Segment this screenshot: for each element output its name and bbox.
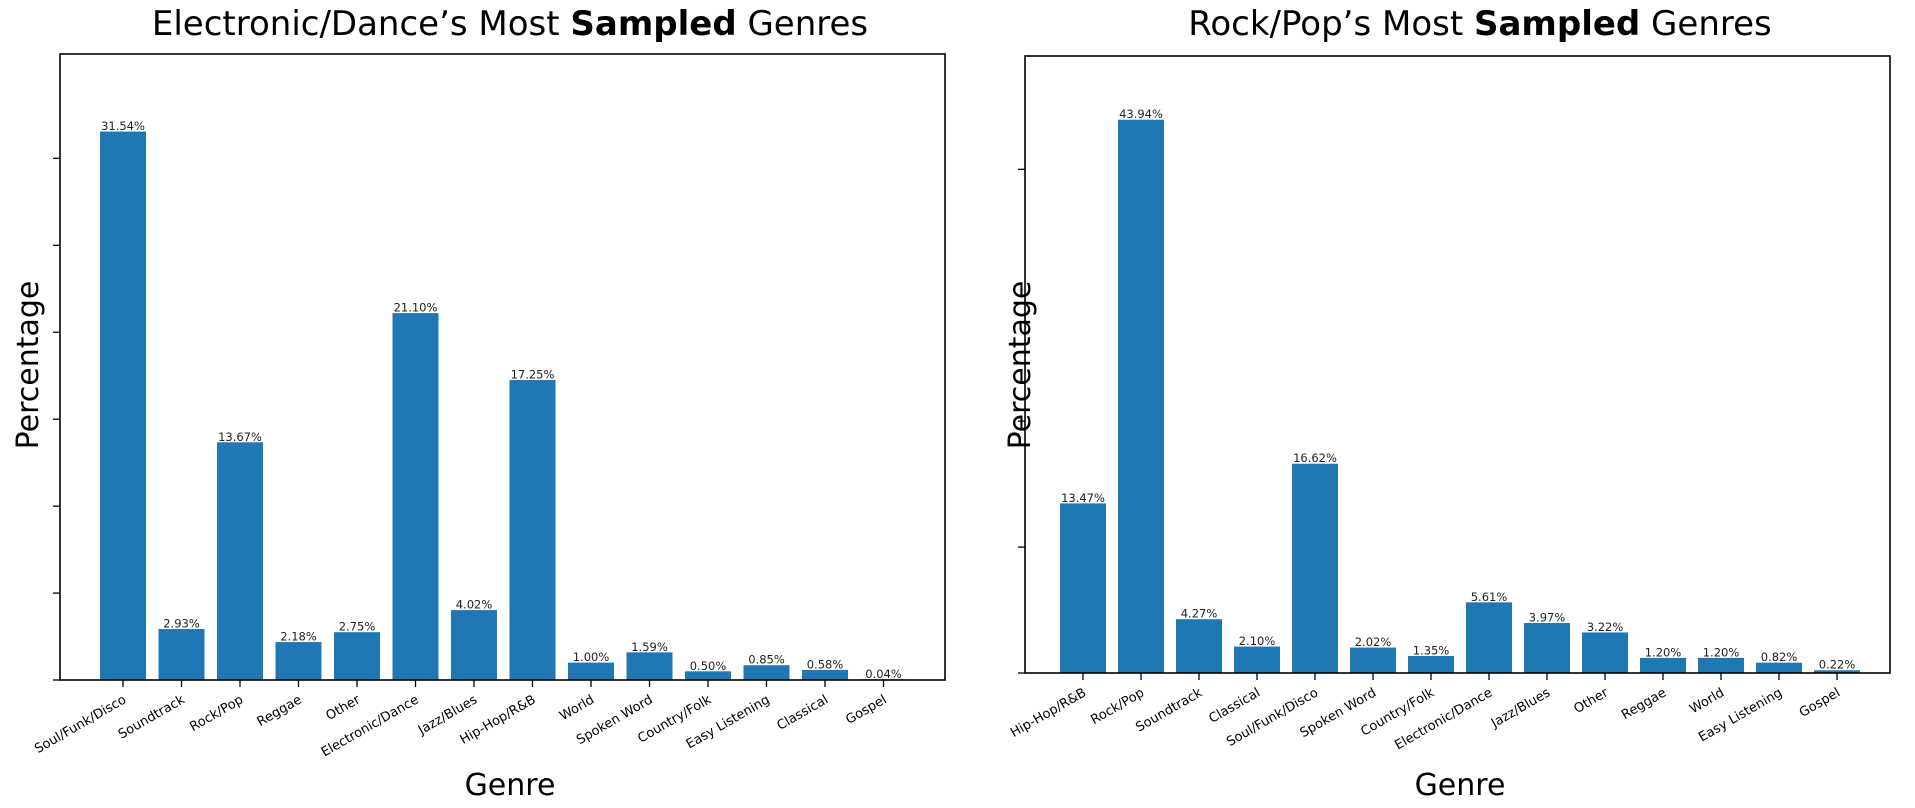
plot-frame <box>1024 55 1891 674</box>
chart-title-suffix: Genres <box>737 4 868 44</box>
chart-title-prefix: Rock/Pop’s Most <box>1188 4 1474 44</box>
x-tick-label: Gospel <box>843 692 889 727</box>
x-tick-label: Jazz/Blues <box>1488 685 1553 731</box>
x-tick-label: Electronic/Dance <box>1392 685 1495 753</box>
bar-data-label: 0.85% <box>748 653 785 667</box>
x-tick-label: Electronic/Dance <box>319 692 422 760</box>
bar-data-label: 2.18% <box>280 630 317 644</box>
plot-frame <box>59 53 946 681</box>
bar <box>275 642 322 680</box>
bar <box>509 380 556 680</box>
bar <box>685 671 731 680</box>
bar <box>158 629 205 680</box>
x-tick-label: World <box>1687 685 1727 717</box>
bar-data-label: 1.59% <box>631 640 668 654</box>
bar <box>1176 619 1222 673</box>
x-tick-label: Other <box>324 692 364 724</box>
bar <box>802 669 848 680</box>
bar <box>1814 670 1860 673</box>
bar-data-label: 1.20% <box>1703 645 1740 659</box>
bar <box>1524 623 1570 673</box>
bar <box>1292 463 1338 673</box>
x-tick-label: Other <box>1572 685 1612 717</box>
bar <box>1060 503 1106 673</box>
y-axis-label: Percentage <box>1003 281 1038 450</box>
chart-electronic-dance: Electronic/Dance’s Most Sampled Genres G… <box>0 0 950 808</box>
chart-rock-pop: Rock/Pop’s Most Sampled Genres Genre Per… <box>960 0 1915 808</box>
y-axis-label: Percentage <box>11 281 46 450</box>
x-tick-label: Soundtrack <box>116 692 188 742</box>
bar <box>1408 656 1454 673</box>
chart-title-suffix: Genres <box>1640 4 1771 44</box>
bar-data-label: 3.22% <box>1587 620 1624 634</box>
bar <box>1640 657 1686 673</box>
chart-electronic-dance-svg: Electronic/Dance’s Most Sampled Genres G… <box>11 4 946 803</box>
bar-data-label: 0.50% <box>690 659 727 673</box>
chart-title-bold: Sampled <box>1474 4 1640 44</box>
bar-data-label: 1.00% <box>573 650 610 664</box>
bar-data-label: 21.10% <box>394 301 438 315</box>
bar-data-label: 1.20% <box>1645 645 1682 659</box>
bar <box>392 313 439 680</box>
bar <box>1118 119 1164 673</box>
chart-title: Electronic/Dance’s Most Sampled Genres <box>152 4 868 44</box>
x-tick-label: Rock/Pop <box>187 692 246 735</box>
bar <box>100 131 146 680</box>
bar <box>1582 632 1628 673</box>
bar-data-label: 17.25% <box>511 368 555 382</box>
x-axis-label: Genre <box>1415 768 1506 803</box>
x-tick-label: Gospel <box>1797 685 1843 720</box>
bar-data-label: 31.54% <box>101 119 145 133</box>
bar-data-label: 0.04% <box>865 667 902 681</box>
chart-title-prefix: Electronic/Dance’s Most <box>152 4 571 44</box>
x-tick-label: Soundtrack <box>1133 685 1205 735</box>
bar <box>1350 647 1396 673</box>
bar-data-label: 43.94% <box>1119 107 1163 121</box>
bar-data-label: 3.97% <box>1529 611 1566 625</box>
bar <box>334 632 380 680</box>
chart-title-bold: Sampled <box>570 4 736 44</box>
bar-data-label: 5.61% <box>1471 590 1508 604</box>
bar <box>743 665 790 680</box>
x-tick-label: Reggae <box>255 692 305 729</box>
bar-data-label: 2.10% <box>1239 634 1276 648</box>
bar-data-label: 4.02% <box>456 598 493 612</box>
bar-data-label: 1.35% <box>1413 644 1450 658</box>
chart-title: Rock/Pop’s Most Sampled Genres <box>1188 4 1771 44</box>
bar-data-label: 2.75% <box>339 620 376 634</box>
x-tick-label: Classical <box>775 692 831 733</box>
bar-data-label: 0.22% <box>1819 658 1856 672</box>
bar-data-label: 2.93% <box>163 617 200 631</box>
bar <box>626 652 673 680</box>
bar-data-label: 16.62% <box>1293 451 1337 465</box>
bar <box>1756 662 1802 673</box>
bar-data-label: 0.58% <box>807 657 844 671</box>
x-tick-label: Reggae <box>1619 685 1669 722</box>
bar <box>568 662 614 680</box>
bar-data-label: 4.27% <box>1181 607 1218 621</box>
bar-data-label: 0.82% <box>1761 650 1798 664</box>
bar-data-label: 2.02% <box>1355 635 1392 649</box>
bar <box>217 442 263 680</box>
chart-rock-pop-svg: Rock/Pop’s Most Sampled Genres Genre Per… <box>1003 4 1891 803</box>
x-tick-label: Soul/Funk/Disco <box>32 692 129 757</box>
x-tick-label: World <box>557 692 597 724</box>
x-tick-label: Hip-Hop/R&B <box>1008 685 1089 740</box>
bar <box>1466 602 1512 673</box>
bar-data-label: 13.67% <box>218 430 262 444</box>
bar <box>1234 646 1280 673</box>
bar <box>451 610 497 680</box>
x-axis-label: Genre <box>465 768 556 803</box>
bar <box>1698 657 1744 673</box>
bar-data-label: 13.47% <box>1061 491 1105 505</box>
